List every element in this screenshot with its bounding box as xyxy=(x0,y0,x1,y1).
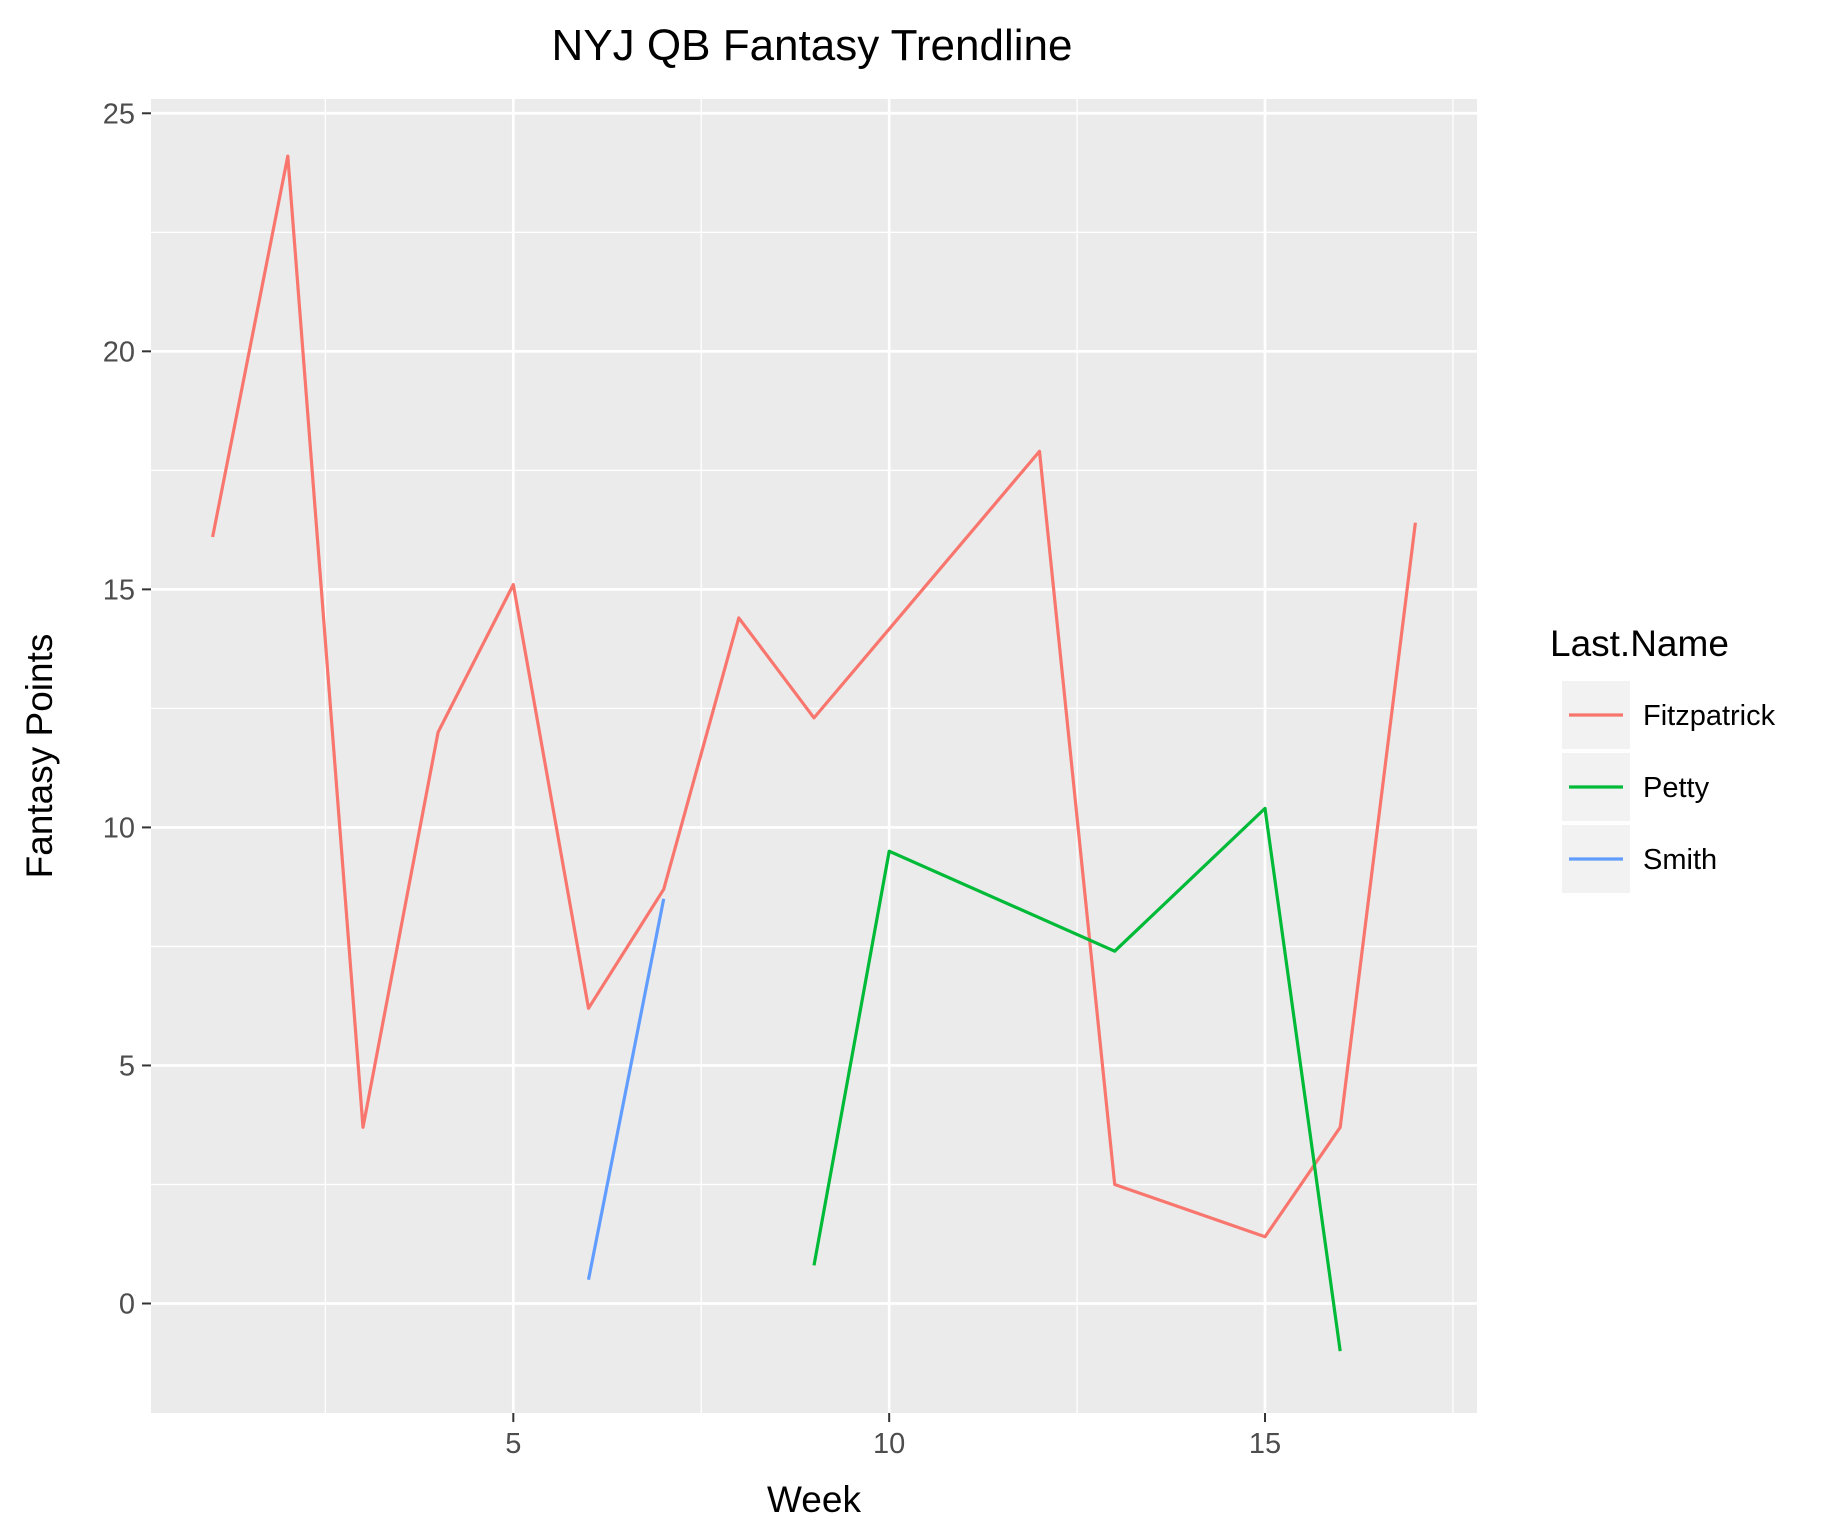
plot-panel xyxy=(151,99,1477,1413)
y-tick-label: 5 xyxy=(119,1050,135,1082)
y-axis-title: Fantasy Points xyxy=(19,634,60,879)
legend-label-fitzpatrick: Fitzpatrick xyxy=(1643,700,1776,732)
legend: Last.Name Fitzpatrick Petty Smith xyxy=(1550,623,1776,893)
y-tick-label: 10 xyxy=(103,812,135,844)
series-line-petty xyxy=(812,806,1342,1352)
x-axis: 5 10 15 xyxy=(505,1413,1281,1460)
y-tick-label: 0 xyxy=(119,1289,135,1321)
y-tick-label: 15 xyxy=(103,574,135,606)
series-line-smith xyxy=(586,898,666,1281)
y-tick-label: 20 xyxy=(103,336,135,368)
y-axis: 0 5 10 15 20 25 xyxy=(103,98,151,1321)
series-line-fitzpatrick xyxy=(211,154,1417,1239)
chart-title: NYJ QB Fantasy Trendline xyxy=(552,21,1073,70)
major-gridlines xyxy=(151,99,1477,1413)
x-axis-title: Week xyxy=(767,1479,861,1520)
x-tick-label: 15 xyxy=(1249,1428,1281,1460)
x-tick-label: 10 xyxy=(873,1428,905,1460)
x-tick-label: 5 xyxy=(505,1428,521,1460)
y-tick-label: 25 xyxy=(103,98,135,130)
series-lines xyxy=(211,154,1417,1352)
legend-label-petty: Petty xyxy=(1643,772,1710,804)
legend-title: Last.Name xyxy=(1550,623,1729,664)
legend-label-smith: Smith xyxy=(1643,844,1717,876)
